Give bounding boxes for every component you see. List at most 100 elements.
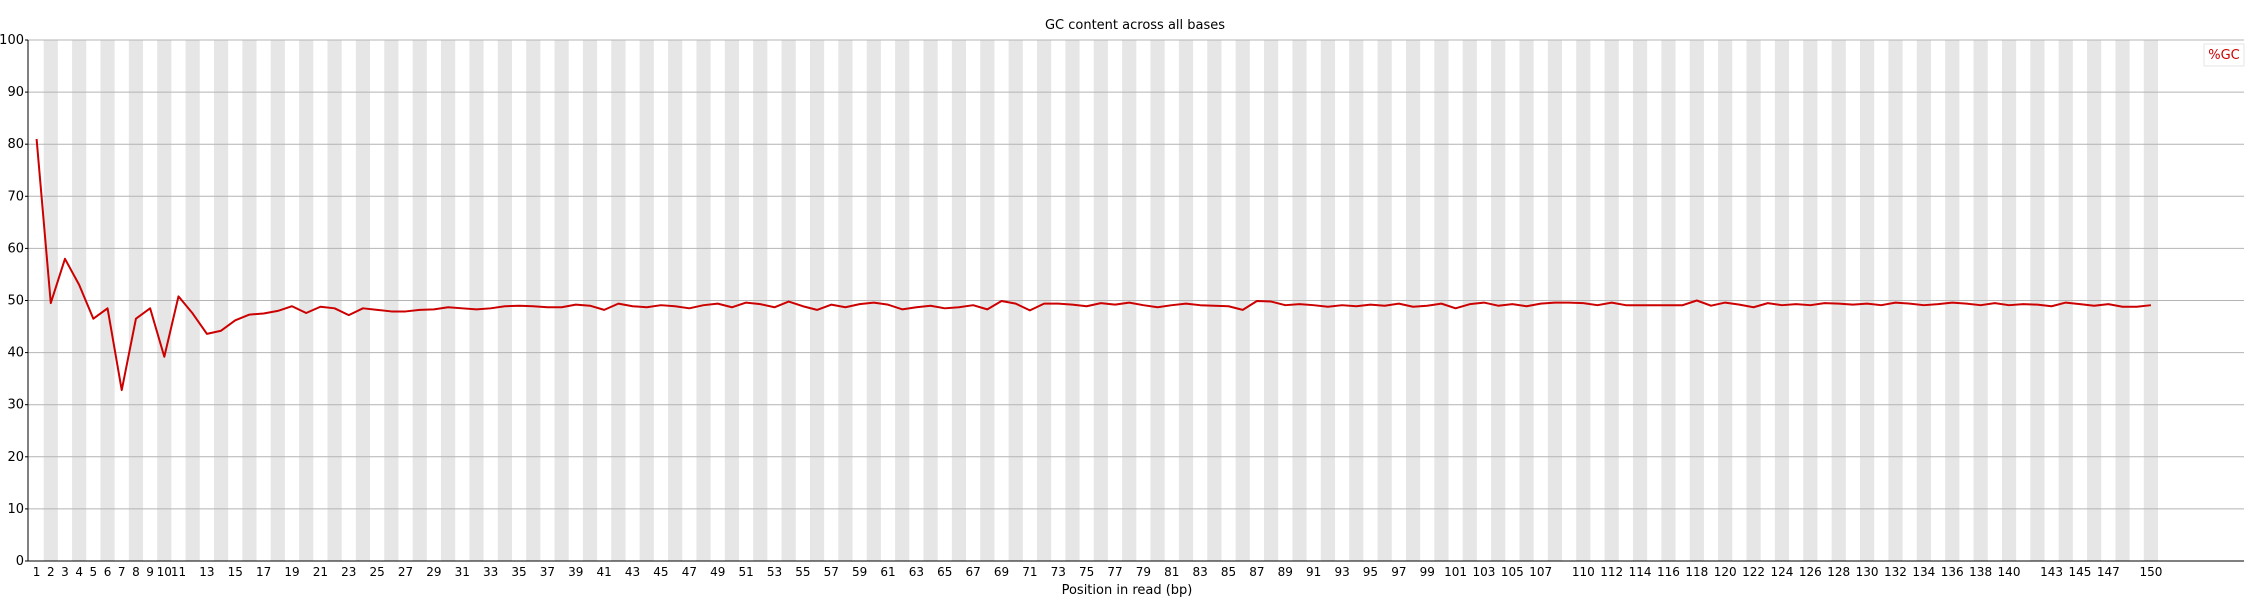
x-tick-label: 9 (146, 565, 154, 579)
x-tick-label: 7 (118, 565, 126, 579)
x-tick-label: 8 (132, 565, 140, 579)
x-tick-label: 77 (1107, 565, 1122, 579)
legend-box (2203, 43, 2245, 67)
x-tick-label: 63 (909, 565, 924, 579)
x-tick-label: 4 (75, 565, 83, 579)
y-tick-label: 70 (7, 189, 24, 204)
x-tick-label: 73 (1051, 565, 1066, 579)
x-tick-label: 10 (157, 565, 172, 579)
x-tick-label: 59 (852, 565, 867, 579)
y-tick-label: 0 (16, 554, 24, 569)
y-tick-label: 100 (0, 33, 24, 48)
y-tick-label: 50 (7, 294, 24, 309)
x-tick-label: 122 (1742, 565, 1765, 579)
x-tick-label: 21 (313, 565, 328, 579)
x-tick-label: 107 (1529, 565, 1552, 579)
x-tick-label: 67 (965, 565, 980, 579)
y-tick-label: 60 (7, 241, 24, 256)
x-tick-label: 43 (625, 565, 640, 579)
x-tick-label: 97 (1391, 565, 1406, 579)
x-tick-label: 143 (2040, 565, 2063, 579)
x-tick-label: 79 (1136, 565, 1151, 579)
x-tick-label: 132 (1884, 565, 1907, 579)
series-line-gc (35, 138, 2152, 392)
x-tick-label: 124 (1771, 565, 1794, 579)
x-tick-label: 1 (33, 565, 41, 579)
x-tick-label: 83 (1193, 565, 1208, 579)
x-tick-label: 71 (1022, 565, 1037, 579)
horizontal-gridlines (28, 39, 2244, 510)
y-tick-label: 10 (7, 502, 24, 517)
x-tick-label: 103 (1473, 565, 1496, 579)
legend: %GC (2203, 43, 2245, 67)
x-tick-label: 69 (994, 565, 1009, 579)
x-tick-label: 81 (1164, 565, 1179, 579)
x-tick-label: 3 (61, 565, 69, 579)
x-tick-label: 27 (398, 565, 413, 579)
x-tick-label: 75 (1079, 565, 1094, 579)
chart-title: GC content across all bases (1045, 18, 1225, 33)
x-tick-label: 147 (2097, 565, 2120, 579)
x-tick-label: 99 (1420, 565, 1435, 579)
x-tick-label: 35 (511, 565, 526, 579)
x-tick-label: 49 (710, 565, 725, 579)
legend-label: %GC (2208, 48, 2240, 63)
x-tick-label: 85 (1221, 565, 1236, 579)
series-lines (35, 138, 2152, 392)
x-tick-label: 29 (426, 565, 441, 579)
x-tick-label: 53 (767, 565, 782, 579)
x-tick-label: 6 (104, 565, 112, 579)
x-tick-label: 105 (1501, 565, 1524, 579)
x-tick-label: 39 (568, 565, 583, 579)
y-tick-label: 20 (7, 450, 24, 465)
x-tick-label: 2 (47, 565, 55, 579)
x-tick-label: 57 (824, 565, 839, 579)
x-tick-label: 87 (1249, 565, 1264, 579)
x-tick-label: 91 (1306, 565, 1321, 579)
x-tick-label: 114 (1629, 565, 1652, 579)
x-tick-label: 13 (199, 565, 214, 579)
x-tick-label: 134 (1912, 565, 1935, 579)
x-tick-label: 112 (1600, 565, 1623, 579)
x-tick-label: 136 (1941, 565, 1964, 579)
x-tick-label: 51 (738, 565, 753, 579)
x-tick-label: 33 (483, 565, 498, 579)
x-tick-label: 11 (171, 565, 186, 579)
x-tick-label: 89 (1278, 565, 1293, 579)
x-tick-label: 55 (795, 565, 810, 579)
y-tick-label: 40 (7, 346, 24, 361)
x-tick-label: 19 (284, 565, 299, 579)
x-tick-label: 41 (597, 565, 612, 579)
y-tick-label: 30 (7, 398, 24, 413)
y-tick-label: 90 (7, 85, 24, 100)
x-tick-label: 45 (653, 565, 668, 579)
x-tick-label: 140 (1998, 565, 2021, 579)
x-tick-label: 128 (1827, 565, 1850, 579)
x-tick-label: 138 (1969, 565, 1992, 579)
x-tick-label: 116 (1657, 565, 1680, 579)
x-tick-label: 31 (455, 565, 470, 579)
x-tick-label: 95 (1363, 565, 1378, 579)
x-tick-label: 150 (2139, 565, 2162, 579)
x-tick-label: 101 (1444, 565, 1467, 579)
x-tick-label: 25 (370, 565, 385, 579)
x-tick-label: 47 (682, 565, 697, 579)
x-tick-label: 110 (1572, 565, 1595, 579)
x-tick-label: 17 (256, 565, 271, 579)
y-tick-label: 80 (7, 137, 24, 152)
y-axis-ticks: 0 10 20 30 40 50 60 70 80 90 100 (0, 33, 28, 569)
x-tick-label: 126 (1799, 565, 1822, 579)
x-tick-label: 61 (880, 565, 895, 579)
x-tick-label: 37 (540, 565, 555, 579)
x-tick-label: 65 (937, 565, 952, 579)
x-tick-label: 145 (2068, 565, 2091, 579)
x-tick-label: 118 (1685, 565, 1708, 579)
x-tick-label: 120 (1714, 565, 1737, 579)
x-tick-label: 130 (1856, 565, 1879, 579)
x-tick-label: 23 (341, 565, 356, 579)
x-tick-label: 5 (90, 565, 98, 579)
x-axis-label: Position in read (bp) (1062, 583, 1193, 598)
